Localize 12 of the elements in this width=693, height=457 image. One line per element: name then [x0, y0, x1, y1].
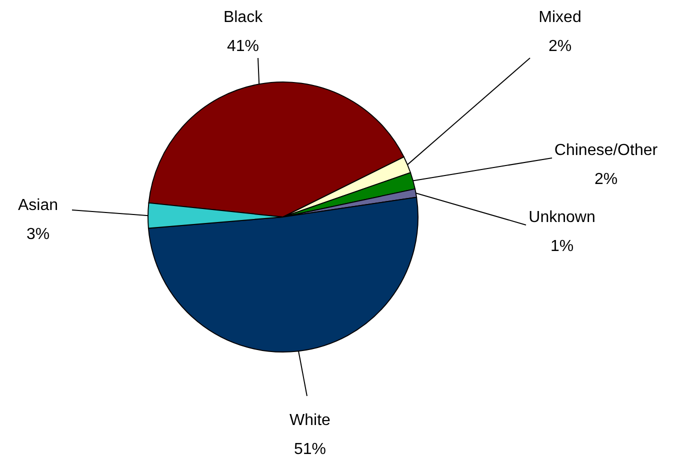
- slice-label: White: [290, 412, 331, 429]
- slice-label: Asian: [18, 197, 58, 214]
- data-label: 2%: [548, 38, 572, 55]
- slice-label: Mixed: [538, 9, 582, 26]
- slice-label: Chinese/Other: [554, 142, 658, 159]
- slice-label: Unknown: [528, 209, 596, 226]
- data-label: 3%: [26, 226, 50, 243]
- data-label: 51%: [294, 441, 326, 457]
- slice-label: Black: [223, 9, 264, 26]
- data-label: 2%: [594, 171, 618, 188]
- data-label: 1%: [550, 238, 574, 255]
- data-label: 41%: [226, 38, 260, 55]
